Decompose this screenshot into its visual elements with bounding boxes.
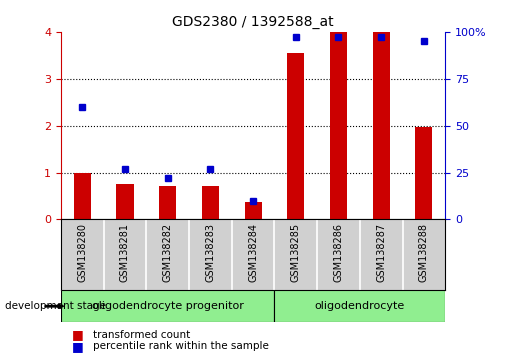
Bar — [159, 186, 176, 219]
Text: oligodendrocyte: oligodendrocyte — [315, 301, 405, 311]
Bar — [287, 53, 304, 219]
Text: ■: ■ — [72, 328, 83, 341]
Bar — [117, 184, 134, 219]
Bar — [330, 29, 347, 219]
Text: GSM138286: GSM138286 — [333, 223, 343, 282]
Title: GDS2380 / 1392588_at: GDS2380 / 1392588_at — [172, 16, 334, 29]
Text: GSM138280: GSM138280 — [77, 223, 87, 282]
Bar — [202, 186, 219, 219]
Text: GSM138282: GSM138282 — [163, 223, 173, 282]
Bar — [61, 290, 275, 322]
Text: GSM138287: GSM138287 — [376, 223, 386, 282]
Text: ■: ■ — [72, 340, 83, 353]
Text: GSM138288: GSM138288 — [419, 223, 429, 282]
Text: GSM138283: GSM138283 — [206, 223, 215, 282]
Text: GSM138281: GSM138281 — [120, 223, 130, 282]
Text: GSM138285: GSM138285 — [291, 223, 301, 282]
Text: GSM138284: GSM138284 — [248, 223, 258, 282]
Bar — [74, 172, 91, 219]
Text: oligodendrocyte progenitor: oligodendrocyte progenitor — [92, 301, 244, 311]
Bar — [244, 202, 262, 219]
Text: development stage: development stage — [5, 301, 107, 311]
Bar — [373, 29, 390, 219]
Text: percentile rank within the sample: percentile rank within the sample — [93, 341, 269, 351]
Text: transformed count: transformed count — [93, 330, 190, 339]
Bar — [275, 290, 445, 322]
Bar — [416, 127, 432, 219]
